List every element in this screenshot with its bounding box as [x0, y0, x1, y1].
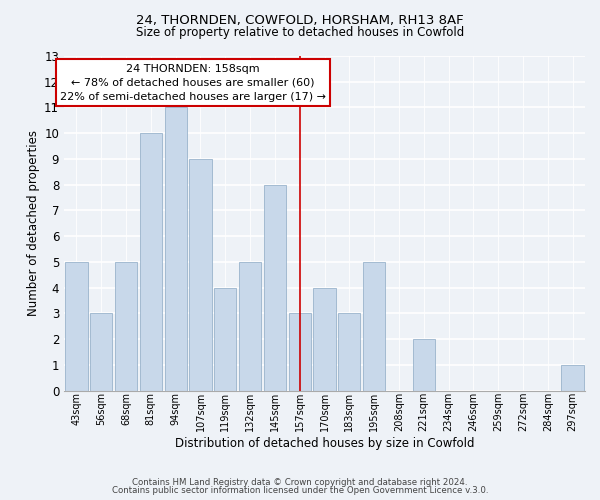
Text: 24 THORNDEN: 158sqm
← 78% of detached houses are smaller (60)
22% of semi-detach: 24 THORNDEN: 158sqm ← 78% of detached ho…: [60, 64, 326, 102]
X-axis label: Distribution of detached houses by size in Cowfold: Distribution of detached houses by size …: [175, 437, 474, 450]
Text: 24, THORNDEN, COWFOLD, HORSHAM, RH13 8AF: 24, THORNDEN, COWFOLD, HORSHAM, RH13 8AF: [136, 14, 464, 27]
Bar: [115, 262, 137, 390]
Bar: [140, 133, 162, 390]
Bar: [90, 314, 112, 390]
Bar: [65, 262, 88, 390]
Text: Size of property relative to detached houses in Cowfold: Size of property relative to detached ho…: [136, 26, 464, 39]
Bar: [239, 262, 261, 390]
Bar: [190, 159, 212, 390]
Bar: [413, 339, 435, 390]
Bar: [264, 184, 286, 390]
Bar: [214, 288, 236, 391]
Text: Contains HM Land Registry data © Crown copyright and database right 2024.: Contains HM Land Registry data © Crown c…: [132, 478, 468, 487]
Bar: [562, 365, 584, 390]
Bar: [338, 314, 361, 390]
Bar: [289, 314, 311, 390]
Bar: [363, 262, 385, 390]
Text: Contains public sector information licensed under the Open Government Licence v.: Contains public sector information licen…: [112, 486, 488, 495]
Bar: [313, 288, 335, 391]
Bar: [164, 108, 187, 391]
Y-axis label: Number of detached properties: Number of detached properties: [27, 130, 40, 316]
